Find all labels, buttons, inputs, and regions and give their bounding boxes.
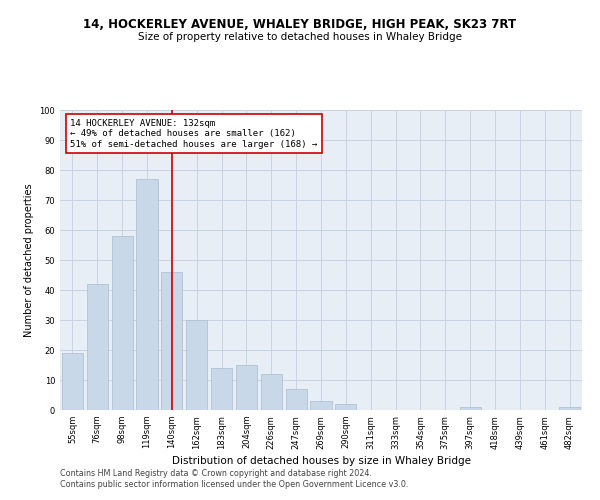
Bar [310,401,332,410]
Text: Contains public sector information licensed under the Open Government Licence v3: Contains public sector information licen… [60,480,409,489]
Text: 14, HOCKERLEY AVENUE, WHALEY BRIDGE, HIGH PEAK, SK23 7RT: 14, HOCKERLEY AVENUE, WHALEY BRIDGE, HIG… [83,18,517,30]
Text: Contains HM Land Registry data © Crown copyright and database right 2024.: Contains HM Land Registry data © Crown c… [60,468,372,477]
Bar [236,365,257,410]
Bar [136,179,158,410]
Bar [261,374,282,410]
Text: 14 HOCKERLEY AVENUE: 132sqm
← 49% of detached houses are smaller (162)
51% of se: 14 HOCKERLEY AVENUE: 132sqm ← 49% of det… [70,119,317,149]
Bar [335,404,356,410]
Bar [161,272,182,410]
Bar [460,407,481,410]
Bar [286,389,307,410]
Bar [87,284,108,410]
X-axis label: Distribution of detached houses by size in Whaley Bridge: Distribution of detached houses by size … [172,456,470,466]
Bar [62,353,83,410]
Bar [559,407,580,410]
Bar [112,236,133,410]
Bar [211,368,232,410]
Text: Size of property relative to detached houses in Whaley Bridge: Size of property relative to detached ho… [138,32,462,42]
Y-axis label: Number of detached properties: Number of detached properties [24,183,34,337]
Bar [186,320,207,410]
